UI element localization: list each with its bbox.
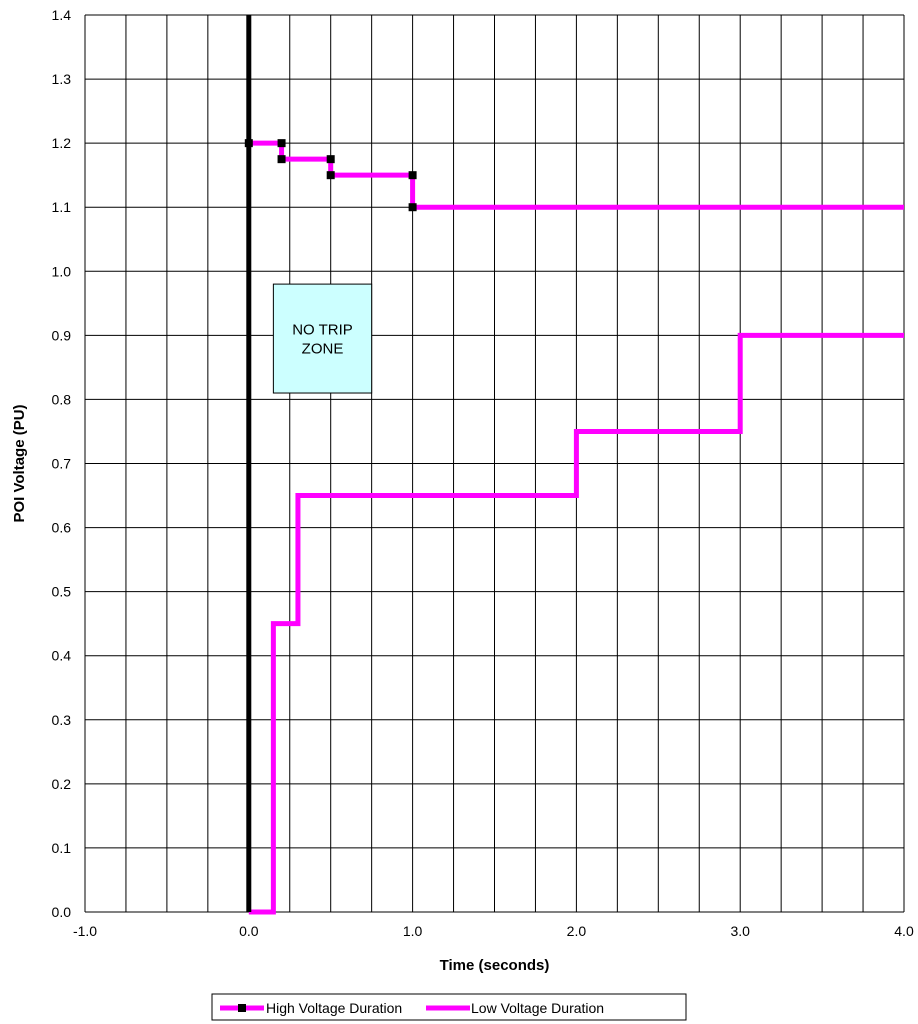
- x-tick-label: 0.0: [239, 923, 259, 939]
- x-tick-label: -1.0: [73, 923, 97, 939]
- no-trip-zone-label-line-2: ZONE: [302, 341, 344, 358]
- y-tick-label: 0.5: [52, 584, 72, 600]
- legend-label-high-voltage: High Voltage Duration: [266, 1000, 402, 1016]
- high-voltage-point-marker: [408, 203, 417, 212]
- series-lines: [244, 15, 904, 915]
- y-tick-label: 0.2: [52, 776, 72, 792]
- x-tick-label: 1.0: [403, 923, 423, 939]
- high-voltage-point-marker: [326, 171, 335, 180]
- no-trip-zone-label-line-1: NO TRIP: [292, 322, 353, 339]
- high-voltage-point-marker: [408, 171, 417, 180]
- y-tick-label: 0.7: [52, 456, 72, 472]
- y-axis-title: POI Voltage (PU): [11, 404, 28, 522]
- no-trip-zone-box: [272, 283, 373, 394]
- tick-labels: -1.0 0.0 1.0 2.0 3.0 4.00.00.10.20.30.40.50.6…: [52, 7, 914, 939]
- y-tick-label: 0.9: [52, 327, 72, 343]
- legend: High Voltage Duration Low Voltage Durati…: [211, 993, 687, 1021]
- high-voltage-point-marker: [326, 155, 335, 164]
- legend-marker-high-voltage: [238, 1004, 246, 1012]
- high-voltage-point-marker: [277, 139, 286, 148]
- y-tick-label: 1.3: [52, 71, 72, 87]
- y-tick-label: 1.0: [52, 263, 72, 279]
- y-tick-label: 0.4: [52, 648, 72, 664]
- y-tick-label: 0.0: [52, 904, 72, 920]
- x-tick-label: 4.0: [894, 923, 914, 939]
- y-tick-label: 0.6: [52, 520, 72, 536]
- y-tick-label: 0.8: [52, 391, 72, 407]
- high-voltage-point-marker: [277, 155, 286, 164]
- high-voltage-point-marker: [244, 139, 253, 148]
- x-tick-label: 3.0: [730, 923, 750, 939]
- no-trip-zone-annotation: NO TRIP ZONE: [272, 283, 373, 394]
- legend-label-low-voltage: Low Voltage Duration: [471, 1000, 604, 1016]
- x-tick-label: 2.0: [567, 923, 587, 939]
- x-axis-title: Time (seconds): [440, 957, 550, 974]
- y-tick-label: 1.4: [52, 7, 72, 23]
- y-tick-label: 0.1: [52, 840, 72, 856]
- grid-lines: [84, 14, 905, 913]
- y-tick-label: 1.1: [52, 199, 72, 215]
- series-line-low-voltage: [248, 332, 904, 915]
- y-tick-label: 0.3: [52, 712, 72, 728]
- y-tick-label: 1.2: [52, 135, 72, 151]
